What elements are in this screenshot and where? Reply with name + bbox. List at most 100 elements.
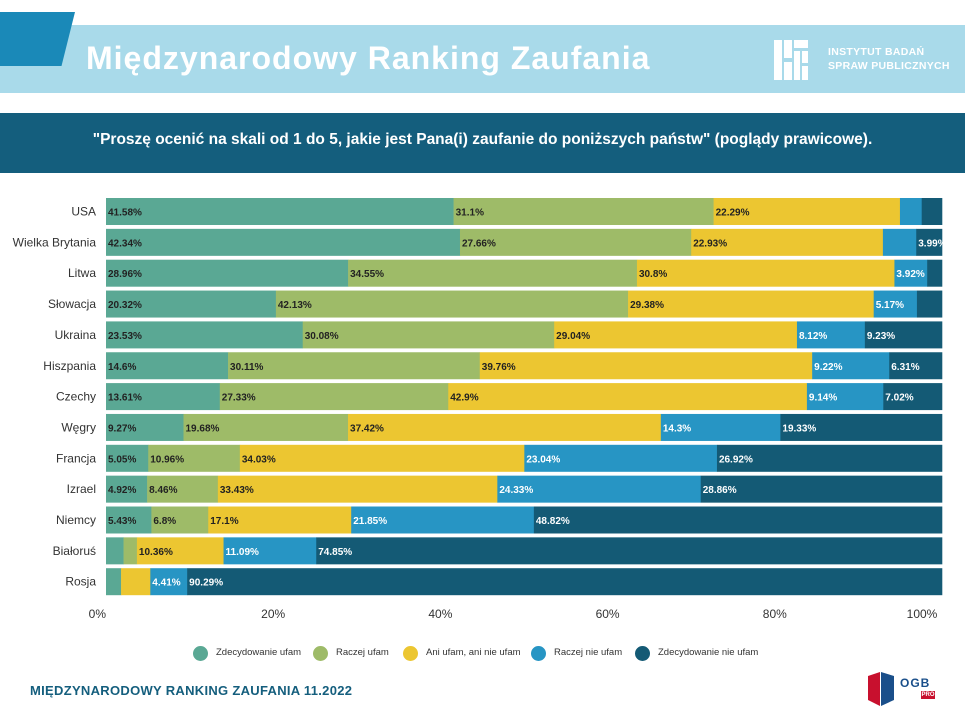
bar-segment (228, 352, 481, 380)
bar-segment (916, 290, 943, 318)
category-label: Wielka Brytania (13, 235, 97, 249)
bar-segment (899, 198, 922, 225)
x-tick-label: 80% (763, 607, 787, 621)
data-label: 5.17% (876, 300, 904, 311)
bar-segment (106, 290, 277, 318)
bar-segment (873, 290, 918, 318)
data-label: 29.04% (556, 331, 590, 342)
data-label: 28.86% (703, 485, 737, 496)
data-label: 30.8% (639, 269, 667, 280)
bar-segment (348, 259, 638, 287)
category-label: Litwa (68, 266, 96, 280)
bar-segment (921, 198, 943, 225)
data-label: 41.58% (108, 208, 142, 219)
footer-title: MIĘDZYNARODOWY RANKING ZAUFANIA 11.2022 (30, 683, 353, 698)
stacked-bar-chart: USA 41.58% 31.1% 22.29% Wielka Brytania 42.34… (13, 198, 947, 621)
data-label: 23.53% (108, 331, 142, 342)
data-label: 34.55% (350, 269, 384, 280)
bar-segment (628, 290, 874, 318)
category-label: Izrael (67, 482, 96, 496)
bar-segment (123, 537, 138, 565)
question-text: "Proszę ocenić na skali od 1 do 5, jakie… (92, 131, 873, 148)
bar-segment (275, 290, 629, 318)
data-label: 22.93% (693, 238, 727, 249)
bar-segment (106, 475, 148, 503)
bar-segment (106, 352, 229, 380)
bar-segment (882, 228, 917, 256)
category-label: Węgry (61, 420, 96, 434)
data-label: 9.22% (814, 362, 842, 373)
x-tick-label: 60% (596, 607, 620, 621)
bar-segment (691, 228, 884, 256)
bar-segment (348, 413, 662, 441)
bar-segment (796, 321, 866, 349)
data-label: 3.99% (918, 238, 946, 249)
x-tick-label: 0% (89, 607, 107, 621)
bar-segment (806, 383, 884, 411)
bar-segment (448, 383, 808, 411)
bar-segment (208, 506, 352, 534)
chart-legend: Zdecydowanie ufam Raczej ufam Ani ufam, an… (0, 645, 965, 663)
data-label: 90.29% (189, 578, 223, 589)
bar-segment (106, 506, 152, 534)
question-band (0, 113, 965, 173)
data-label: 28.96% (108, 269, 142, 280)
data-label: 8.46% (149, 485, 177, 496)
data-label: 9.14% (809, 393, 837, 404)
page-title: Międzynarodowy Ranking Zaufania (86, 40, 651, 76)
category-label: Niemcy (56, 513, 96, 527)
bar-segment (713, 198, 901, 225)
bar-segment (106, 444, 149, 472)
category-label: Rosja (65, 575, 96, 589)
data-label: 42.13% (278, 300, 312, 311)
ogb-brand: OGB (900, 676, 931, 690)
category-label: Hiszpania (43, 359, 96, 373)
data-label: 14.6% (108, 362, 136, 373)
category-label: Słowacja (48, 297, 96, 311)
data-label: 19.33% (782, 423, 816, 434)
data-label: 11.09% (226, 547, 259, 558)
data-label: 39.76% (482, 362, 516, 373)
data-label: 13.61% (108, 393, 142, 404)
bar-segment (700, 475, 943, 503)
category-label: Francja (56, 451, 96, 465)
x-tick-label: 40% (428, 607, 452, 621)
data-label: 9.23% (867, 331, 895, 342)
bar-segment (316, 537, 943, 565)
legend-swatch (531, 646, 546, 661)
bar-segment (351, 506, 535, 534)
legend-swatch (193, 646, 208, 661)
data-label: 42.34% (108, 238, 142, 249)
bar-segment (864, 321, 943, 349)
bar-segment (106, 321, 304, 349)
bar-segment (151, 506, 209, 534)
data-label: 9.27% (108, 423, 136, 434)
data-label: 34.03% (242, 454, 276, 465)
data-label: 5.05% (108, 454, 136, 465)
bar-segment (524, 444, 718, 472)
data-label: 37.42% (350, 423, 384, 434)
bar-segment (121, 568, 151, 596)
bar-segment (533, 506, 943, 534)
data-label: 24.33% (499, 485, 533, 496)
category-label: USA (71, 205, 96, 219)
data-label: 17.1% (210, 516, 238, 527)
bar-segment (183, 413, 349, 441)
bar-segment (479, 352, 813, 380)
data-label: 10.36% (139, 547, 173, 558)
bar-segment (147, 475, 219, 503)
bar-segment (916, 228, 943, 256)
bar-segment (106, 413, 184, 441)
header-accent (0, 12, 75, 66)
legend-swatch (313, 646, 328, 661)
category-label: Białoruś (53, 544, 96, 558)
bar-segment (780, 413, 943, 441)
data-label: 3.92% (896, 269, 924, 280)
data-label: 30.11% (230, 362, 263, 373)
bar-segment (136, 537, 224, 565)
legend-label: Raczej ufam (336, 647, 389, 658)
legend-swatch (635, 646, 650, 661)
data-label: 6.8% (153, 516, 176, 527)
data-label: 21.85% (353, 516, 387, 527)
bar-segment (812, 352, 890, 380)
